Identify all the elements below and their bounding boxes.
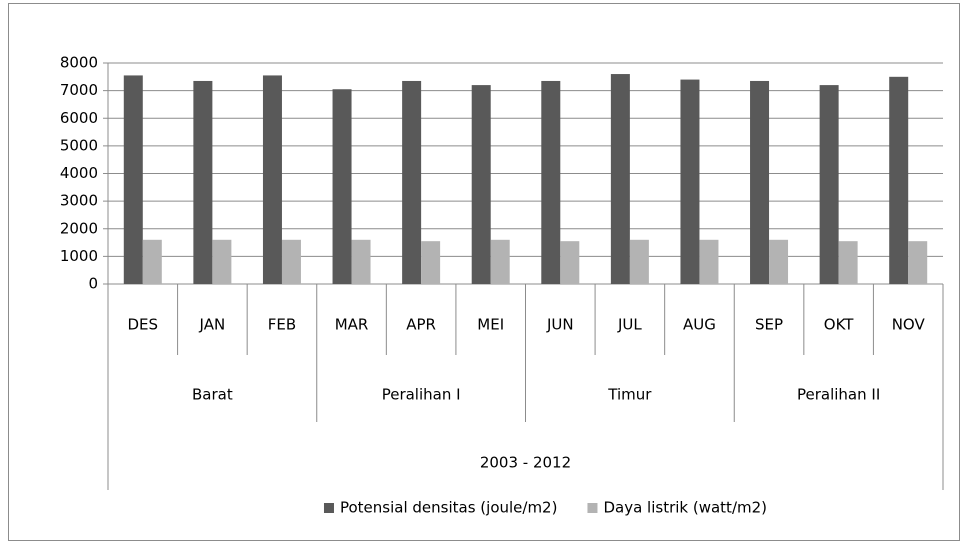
bar — [680, 79, 700, 284]
bar — [889, 76, 909, 284]
y-tick-label: 1000 — [60, 247, 98, 265]
y-tick-label: 8000 — [60, 54, 98, 72]
y-tick-label: 0 — [88, 275, 98, 293]
bar — [610, 74, 630, 284]
x-tick-label: MEI — [477, 316, 504, 334]
group-label: Barat — [192, 386, 233, 404]
x-tick-label: JAN — [199, 316, 226, 334]
y-tick-label: 2000 — [60, 219, 98, 237]
bar — [212, 239, 232, 284]
bar — [838, 241, 858, 284]
bar — [629, 239, 649, 284]
y-tick-label: 3000 — [60, 192, 98, 210]
bar — [262, 75, 282, 285]
bar — [281, 239, 301, 284]
x-tick-label: MAR — [335, 316, 369, 334]
bar — [351, 239, 371, 284]
bar — [750, 80, 770, 284]
x-tick-label: DES — [128, 316, 159, 334]
bar — [123, 75, 143, 285]
y-tick-label: 4000 — [60, 164, 98, 182]
y-tick-label: 7000 — [60, 81, 98, 99]
bar — [560, 241, 580, 284]
x-tick-label: FEB — [268, 316, 296, 334]
bar — [490, 239, 510, 284]
x-tick-label: AUG — [683, 316, 716, 334]
bar — [699, 239, 719, 284]
bar — [541, 80, 561, 284]
y-tick-label: 6000 — [60, 109, 98, 127]
x-tick-label: JUL — [617, 316, 642, 334]
legend-label: Daya listrik (watt/m2) — [603, 499, 767, 517]
bar — [421, 241, 441, 284]
x-tick-label: NOV — [892, 316, 926, 334]
bar — [402, 80, 422, 284]
bar — [471, 85, 491, 284]
bar — [332, 89, 352, 285]
x-tick-label: JUN — [546, 316, 574, 334]
legend-swatch — [587, 503, 598, 513]
x-tick-label: OKT — [824, 316, 854, 334]
group-label: Peralihan II — [797, 386, 880, 404]
x-tick-label: SEP — [755, 316, 783, 334]
bar — [819, 85, 839, 284]
y-tick-label: 5000 — [60, 136, 98, 154]
bar — [908, 241, 928, 284]
group-label: Peralihan I — [382, 386, 461, 404]
super-label: 2003 - 2012 — [480, 454, 571, 472]
bar — [769, 239, 789, 284]
x-tick-label: APR — [406, 316, 436, 334]
legend-label: Potensial densitas (joule/m2) — [340, 499, 557, 517]
legend-swatch — [323, 503, 334, 513]
group-label: Timur — [607, 386, 652, 404]
bar — [142, 239, 162, 284]
bar — [193, 80, 213, 284]
